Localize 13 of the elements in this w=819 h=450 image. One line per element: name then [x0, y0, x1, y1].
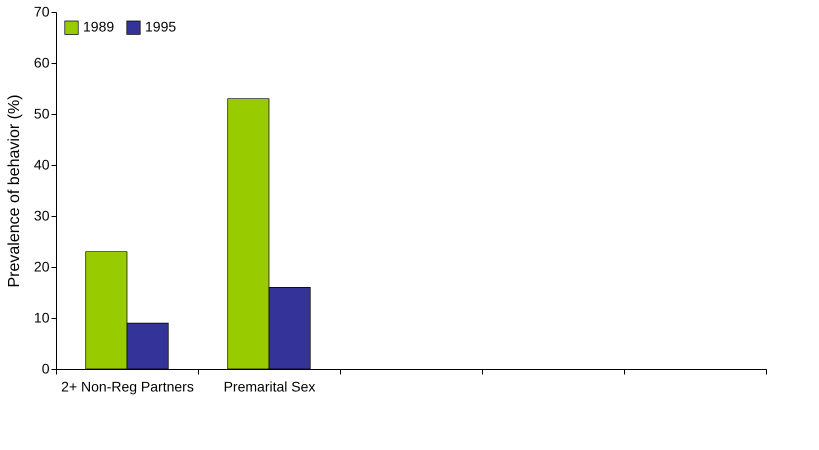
y-tick-label: 10 [34, 310, 50, 326]
y-axis-title: Prevalence of behavior (%) [6, 94, 23, 288]
legend-label: 1995 [145, 18, 176, 35]
x-tick-label: 2+ Non-Reg Partners [61, 378, 194, 394]
y-tick-label: 20 [34, 258, 50, 274]
x-tick-label: Premarital Sex [224, 378, 316, 394]
y-tick-label: 50 [34, 106, 50, 122]
y-tick-label: 40 [34, 156, 50, 172]
y-tick-label: 60 [34, 54, 50, 70]
y-tick-label: 0 [42, 360, 50, 376]
y-tick-label: 70 [34, 4, 50, 20]
legend-label: 1989 [83, 18, 114, 35]
y-tick-label: 30 [34, 208, 50, 224]
